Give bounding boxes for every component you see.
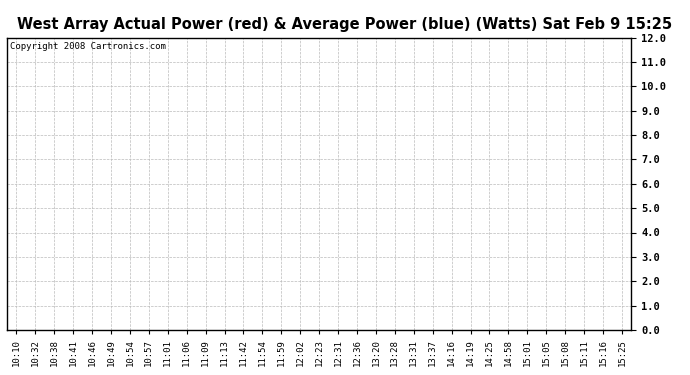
- Text: Copyright 2008 Cartronics.com: Copyright 2008 Cartronics.com: [10, 42, 166, 51]
- Text: West Array Actual Power (red) & Average Power (blue) (Watts) Sat Feb 9 15:25: West Array Actual Power (red) & Average …: [17, 17, 673, 32]
